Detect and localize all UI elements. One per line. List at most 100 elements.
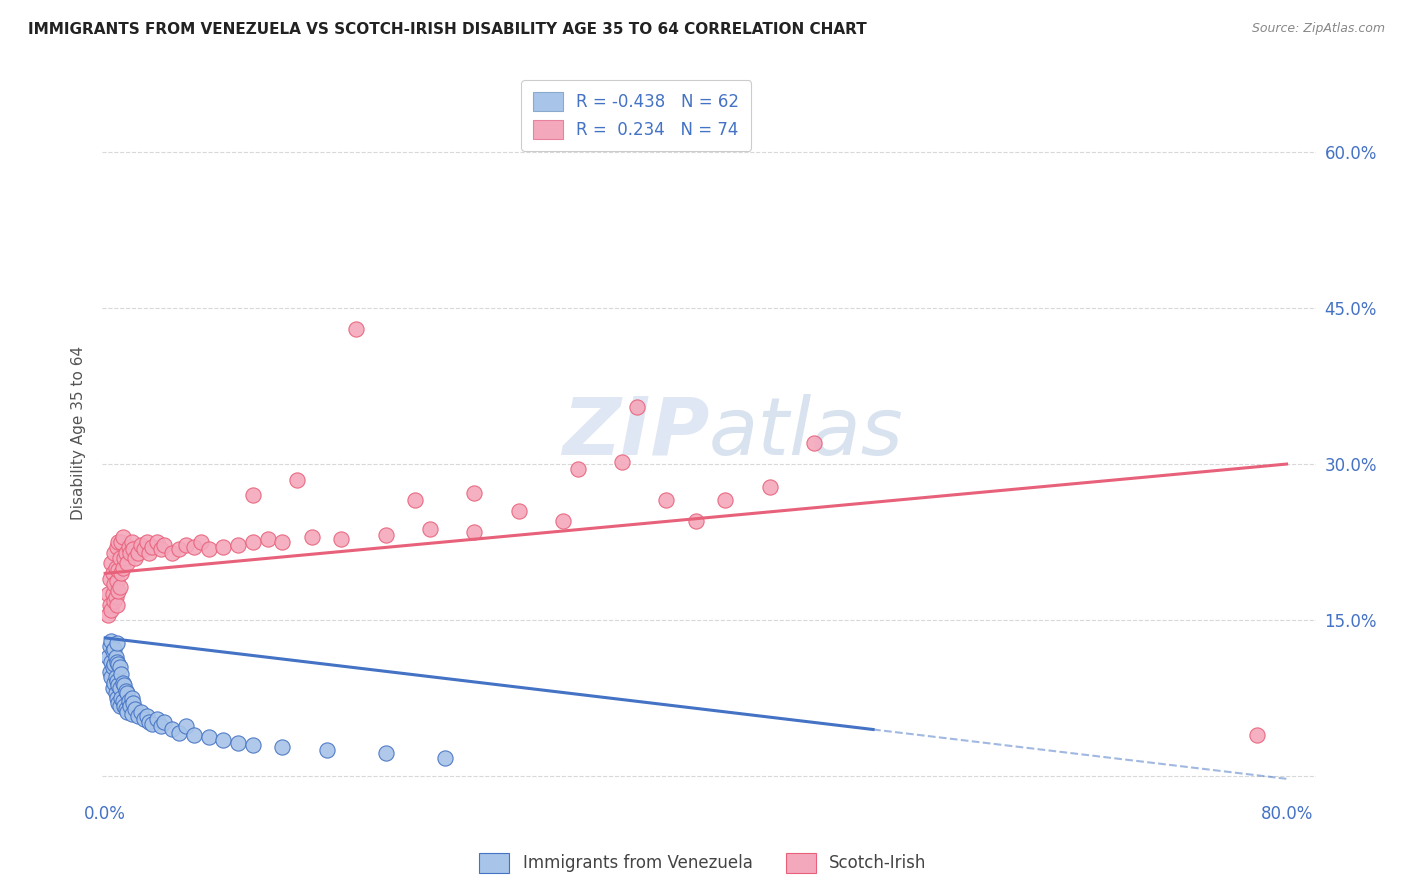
Point <box>108 580 131 594</box>
Point <box>97 587 120 601</box>
Point <box>146 712 169 726</box>
Point <box>105 541 128 555</box>
Point <box>758 480 780 494</box>
Point <box>330 532 353 546</box>
Point <box>127 709 149 723</box>
Point <box>104 591 127 605</box>
Point <box>98 598 121 612</box>
Point <box>132 542 155 557</box>
Point <box>100 655 122 669</box>
Point <box>105 598 128 612</box>
Point <box>108 550 131 565</box>
Point <box>714 493 737 508</box>
Point <box>111 675 134 690</box>
Point <box>197 730 219 744</box>
Point <box>167 725 190 739</box>
Point <box>108 681 131 695</box>
Point <box>124 550 146 565</box>
Point <box>127 545 149 559</box>
Point <box>301 530 323 544</box>
Point <box>190 535 212 549</box>
Point <box>110 691 132 706</box>
Point <box>212 732 235 747</box>
Point <box>129 538 152 552</box>
Point <box>167 542 190 557</box>
Point <box>271 535 294 549</box>
Point <box>121 706 143 721</box>
Point <box>121 535 143 549</box>
Point <box>176 538 198 552</box>
Point <box>108 660 131 674</box>
Point <box>103 576 125 591</box>
Point <box>226 736 249 750</box>
Point <box>104 649 127 664</box>
Point <box>685 514 707 528</box>
Point <box>117 686 139 700</box>
Point <box>107 697 129 711</box>
Point <box>141 541 163 555</box>
Point <box>107 563 129 577</box>
Point <box>150 719 173 733</box>
Point <box>183 541 205 555</box>
Point <box>153 715 176 730</box>
Point <box>117 705 139 719</box>
Point <box>135 535 157 549</box>
Point <box>120 698 142 713</box>
Legend: R = -0.438   N = 62, R =  0.234   N = 74: R = -0.438 N = 62, R = 0.234 N = 74 <box>522 80 751 151</box>
Point <box>112 678 135 692</box>
Point <box>141 717 163 731</box>
Point <box>115 684 138 698</box>
Point <box>374 747 396 761</box>
Point <box>101 644 124 658</box>
Point <box>271 740 294 755</box>
Point <box>104 686 127 700</box>
Text: atlas: atlas <box>709 394 904 472</box>
Point <box>98 665 121 680</box>
Point <box>153 538 176 552</box>
Point <box>120 545 142 559</box>
Point <box>107 678 129 692</box>
Point <box>118 541 141 555</box>
Point <box>803 436 825 450</box>
Point <box>433 750 456 764</box>
Point <box>98 572 121 586</box>
Point <box>610 455 633 469</box>
Point <box>124 701 146 715</box>
Point <box>463 486 485 500</box>
Point <box>122 542 145 557</box>
Point <box>655 493 678 508</box>
Point <box>285 473 308 487</box>
Y-axis label: Disability Age 35 to 64: Disability Age 35 to 64 <box>72 346 86 520</box>
Point <box>100 670 122 684</box>
Point <box>98 639 121 653</box>
Point <box>135 709 157 723</box>
Point <box>101 660 124 674</box>
Point <box>132 712 155 726</box>
Point <box>100 556 122 570</box>
Point <box>1246 728 1268 742</box>
Point <box>108 698 131 713</box>
Point <box>160 723 183 737</box>
Point <box>112 550 135 565</box>
Point <box>115 701 138 715</box>
Point <box>97 607 120 622</box>
Point <box>103 657 125 671</box>
Point <box>103 675 125 690</box>
Point <box>374 528 396 542</box>
Point <box>567 462 589 476</box>
Point <box>508 504 530 518</box>
Point <box>107 584 129 599</box>
Legend: Immigrants from Venezuela, Scotch-Irish: Immigrants from Venezuela, Scotch-Irish <box>472 847 934 880</box>
Point <box>104 670 127 684</box>
Point <box>105 673 128 688</box>
Point <box>242 535 264 549</box>
Point <box>256 532 278 546</box>
Point <box>103 545 125 559</box>
Point <box>212 541 235 555</box>
Point <box>101 566 124 581</box>
Text: Source: ZipAtlas.com: Source: ZipAtlas.com <box>1251 22 1385 36</box>
Point <box>105 636 128 650</box>
Point <box>315 743 337 757</box>
Point <box>110 535 132 549</box>
Point <box>112 698 135 713</box>
